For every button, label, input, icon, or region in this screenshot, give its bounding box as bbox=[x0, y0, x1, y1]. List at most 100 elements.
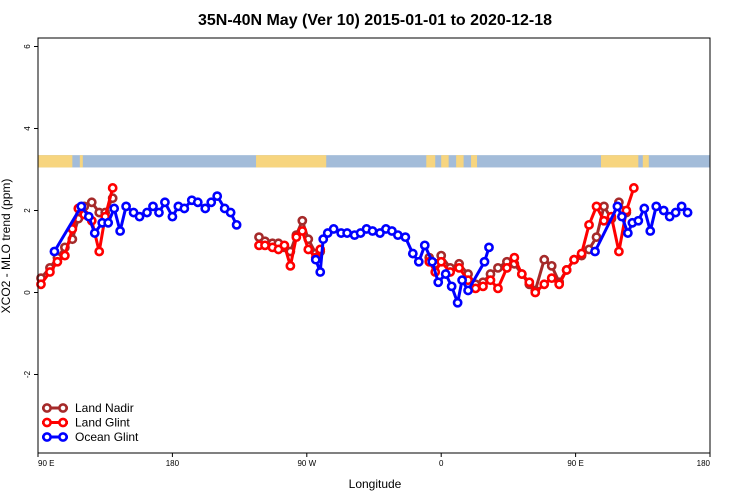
data-point bbox=[103, 217, 114, 228]
data-point bbox=[599, 215, 609, 226]
x-tick-label: 180 bbox=[166, 459, 180, 468]
data-point bbox=[115, 226, 126, 236]
x-tick-label: 90 E bbox=[567, 459, 583, 468]
data-point bbox=[576, 248, 587, 259]
data-point bbox=[463, 285, 473, 296]
data-point bbox=[478, 281, 488, 292]
legend-marker bbox=[42, 432, 52, 442]
series-line bbox=[428, 187, 636, 294]
data-point bbox=[109, 203, 120, 214]
data-point bbox=[682, 207, 693, 218]
data-point bbox=[524, 277, 535, 288]
data-point bbox=[569, 254, 580, 265]
data-point bbox=[297, 226, 308, 236]
y-tick-label: 6 bbox=[23, 44, 32, 49]
data-point bbox=[328, 224, 339, 234]
data-point bbox=[291, 232, 302, 243]
data-point bbox=[315, 267, 326, 277]
data-point bbox=[142, 207, 152, 218]
data-point bbox=[121, 201, 132, 212]
data-point bbox=[297, 215, 308, 226]
data-point bbox=[452, 297, 463, 308]
data-point bbox=[639, 203, 650, 214]
plot-frame bbox=[37, 37, 711, 454]
data-point bbox=[36, 279, 46, 290]
x-tick-label: 90 W bbox=[297, 459, 316, 468]
land-band bbox=[79, 155, 83, 168]
data-point bbox=[628, 183, 639, 193]
data-point bbox=[484, 242, 494, 253]
data-point bbox=[546, 273, 557, 284]
land-band bbox=[642, 155, 649, 168]
data-point bbox=[83, 211, 94, 222]
data-point bbox=[392, 230, 403, 240]
data-point bbox=[303, 244, 314, 255]
x-axis-label: Longitude bbox=[349, 477, 402, 491]
land-band bbox=[441, 155, 449, 168]
data-point bbox=[440, 269, 451, 279]
land-band bbox=[600, 155, 639, 168]
data-point bbox=[192, 197, 203, 208]
data-point bbox=[310, 254, 321, 265]
data-point bbox=[400, 232, 411, 243]
land-band bbox=[426, 155, 436, 168]
data-point bbox=[419, 240, 430, 251]
data-point bbox=[76, 201, 87, 212]
series-land-glint bbox=[36, 183, 639, 298]
data-point bbox=[509, 252, 520, 263]
y-tick-label: -2 bbox=[23, 370, 32, 378]
land-band bbox=[38, 155, 73, 168]
y-tick-label: 0 bbox=[23, 290, 32, 295]
data-point bbox=[446, 281, 457, 292]
x-tick-label: 90 E bbox=[38, 459, 54, 468]
data-point bbox=[546, 260, 557, 271]
data-point bbox=[645, 226, 656, 236]
data-point bbox=[621, 205, 632, 216]
x-tick-label: 180 bbox=[697, 459, 711, 468]
x-tick-label: 0 bbox=[439, 459, 444, 468]
data-point bbox=[285, 260, 296, 271]
legend-marker bbox=[42, 417, 52, 428]
data-point bbox=[134, 211, 145, 222]
data-point bbox=[225, 207, 236, 218]
data-point bbox=[154, 207, 164, 218]
data-point bbox=[554, 279, 565, 290]
data-point bbox=[413, 256, 424, 267]
data-point bbox=[622, 228, 633, 238]
y-axis-ticks: -2 0 2 4 6 bbox=[23, 44, 38, 378]
data-point bbox=[457, 275, 468, 286]
data-point bbox=[633, 215, 644, 226]
data-point bbox=[59, 250, 70, 261]
data-point bbox=[584, 219, 594, 230]
data-point bbox=[49, 246, 60, 257]
data-point bbox=[148, 201, 158, 212]
land-band bbox=[471, 155, 478, 168]
data-point bbox=[436, 256, 447, 267]
data-point bbox=[539, 279, 550, 290]
data-point bbox=[94, 246, 105, 257]
data-point bbox=[107, 183, 118, 193]
data-point bbox=[86, 197, 97, 208]
legend-marker bbox=[58, 432, 68, 442]
data-point bbox=[614, 246, 624, 257]
data-point bbox=[530, 287, 541, 298]
land-ocean-strip bbox=[38, 155, 710, 168]
data-point bbox=[407, 248, 418, 259]
data-point bbox=[539, 254, 550, 265]
data-point bbox=[45, 267, 55, 277]
data-point bbox=[89, 228, 100, 238]
data-point bbox=[318, 234, 329, 245]
legend-marker bbox=[58, 403, 68, 413]
ocean-band bbox=[38, 155, 710, 168]
data-point bbox=[52, 256, 63, 267]
data-point bbox=[212, 191, 223, 202]
data-point bbox=[658, 205, 669, 216]
data-point bbox=[591, 201, 602, 212]
series-group bbox=[36, 183, 693, 308]
data-point bbox=[651, 201, 662, 212]
data-point bbox=[493, 262, 503, 273]
data-point bbox=[167, 211, 178, 222]
